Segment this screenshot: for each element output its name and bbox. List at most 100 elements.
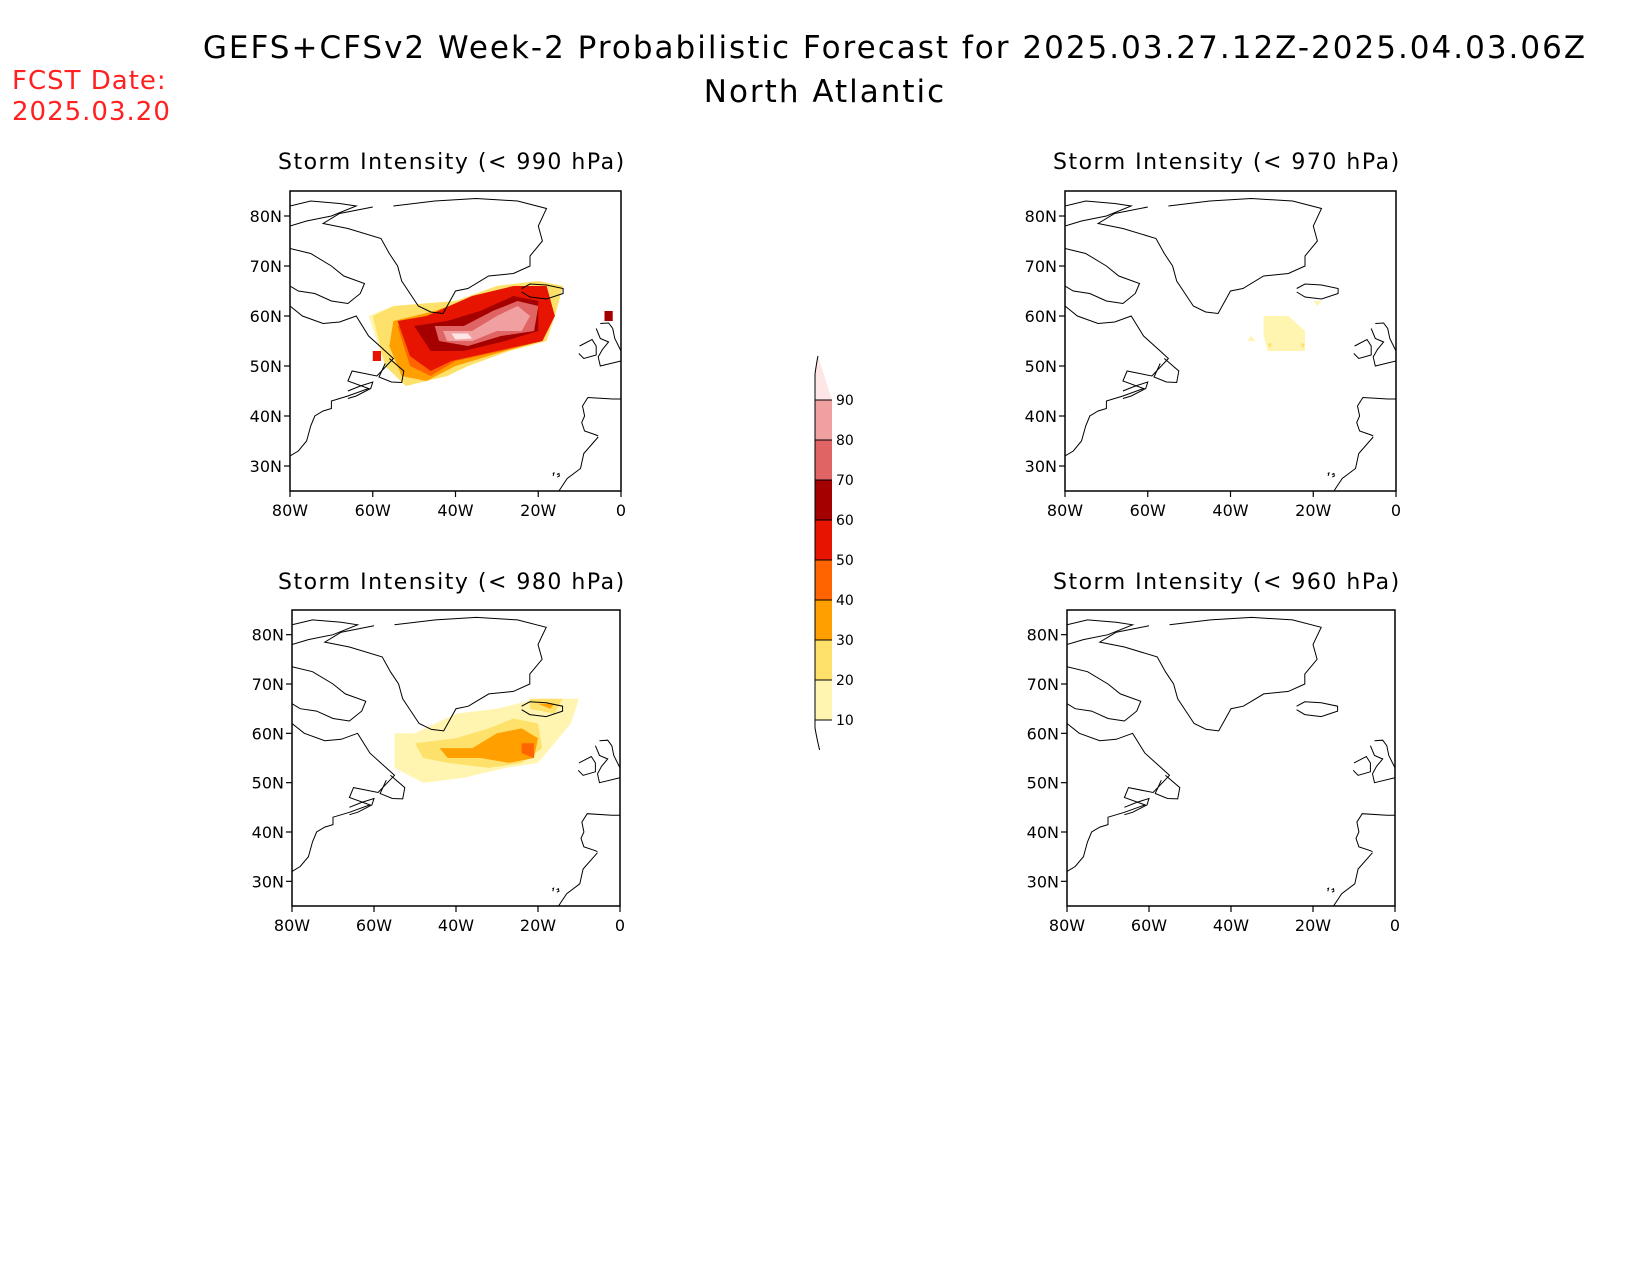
lat-label: 60N	[250, 307, 282, 326]
colorbar-segment	[815, 640, 832, 680]
colorbar-segment	[815, 600, 832, 640]
lat-label: 40N	[1027, 823, 1059, 842]
lon-label: 0	[616, 501, 626, 520]
coastline	[1356, 396, 1396, 437]
lat-label: 50N	[252, 774, 284, 793]
coastline	[1394, 727, 1395, 744]
coastline	[1353, 338, 1372, 360]
coastline	[1331, 472, 1335, 478]
coastline	[292, 723, 396, 872]
prob-area-30	[439, 728, 538, 763]
lat-label: 70N	[252, 675, 284, 694]
lon-label: 40W	[437, 501, 473, 520]
lon-label: 80W	[1047, 501, 1083, 520]
coastline	[347, 381, 374, 399]
prob-area-20	[1300, 343, 1305, 349]
coastline	[290, 305, 395, 457]
coastline	[349, 797, 375, 816]
lat-label: 60N	[1025, 307, 1057, 326]
coastline	[1395, 310, 1396, 327]
forecast-date-label: FCST Date:	[12, 66, 167, 96]
coastline	[1333, 436, 1374, 491]
lon-label: 40W	[1212, 501, 1248, 520]
lat-label: 60N	[1027, 724, 1059, 743]
lat-label: 30N	[1025, 457, 1057, 476]
map-panel-990: 30N 40N 50N 60N 70N 80N 80W 60W 40W 20W 0	[250, 190, 626, 520]
lat-label: 50N	[250, 357, 282, 376]
colorbar-label: 10	[836, 713, 854, 729]
coastline	[595, 322, 621, 367]
lat-label: 40N	[252, 823, 284, 842]
lat-label: 40N	[1025, 407, 1057, 426]
colorbar-label: 80	[836, 433, 854, 449]
coastline	[1067, 666, 1142, 722]
coastline	[1096, 197, 1323, 315]
colorbar-label: 90	[836, 393, 854, 409]
colorbar-upper-tail	[814, 355, 819, 375]
prob-area-40	[521, 743, 534, 758]
colorbar-segment	[815, 560, 832, 600]
probability-colorbar: 10 20 30 40 50 60 70 80 90	[814, 355, 854, 750]
lat-label: 30N	[1027, 872, 1059, 891]
coastline	[1124, 797, 1150, 816]
lon-label: 80W	[1049, 916, 1085, 935]
colorbar-label: 40	[836, 593, 854, 609]
coastline	[1122, 381, 1149, 399]
coastline	[1067, 619, 1135, 645]
colorbar-segment	[815, 440, 832, 480]
coastline	[558, 852, 598, 906]
coastline	[556, 887, 560, 893]
lat-label: 70N	[1027, 675, 1059, 694]
coastline	[558, 436, 599, 491]
colorbar-label: 30	[836, 633, 854, 649]
coastline	[379, 774, 406, 800]
coastline	[1154, 774, 1181, 800]
lat-label: 80N	[252, 626, 284, 645]
lat-label: 80N	[1025, 207, 1057, 226]
lat-label: 70N	[1025, 257, 1057, 276]
prob-area-30	[538, 703, 555, 709]
lon-label: 60W	[1130, 501, 1166, 520]
coastline	[1098, 616, 1322, 732]
lat-label: 80N	[250, 207, 282, 226]
lon-label: 20W	[520, 916, 556, 935]
colorbar-label: 70	[836, 473, 854, 489]
coastline	[620, 310, 621, 327]
prob-area-50	[372, 351, 381, 361]
lon-label: 80W	[272, 501, 308, 520]
lat-label: 60N	[252, 724, 284, 743]
colorbar-lower-tail	[814, 720, 821, 750]
forecast-date-value: 2025.03.20	[12, 97, 171, 127]
map-frame	[1066, 609, 1396, 907]
lat-label: 80N	[1027, 626, 1059, 645]
forecast-date-block: FCST Date: 2025.03.20	[12, 66, 171, 128]
coastline	[1065, 305, 1170, 457]
colorbar-segment	[815, 520, 832, 560]
coastline	[581, 396, 621, 437]
prob-area-20	[1267, 343, 1272, 349]
colorbar-label: 20	[836, 673, 854, 689]
lon-label: 60W	[1131, 916, 1167, 935]
coastline	[1153, 358, 1180, 384]
lon-label: 0	[615, 916, 625, 935]
lon-label: 20W	[1295, 916, 1331, 935]
coastline	[323, 616, 547, 732]
coastline	[619, 727, 620, 744]
coastline	[552, 887, 555, 892]
colorbar-segment	[815, 480, 832, 520]
coastline	[1370, 322, 1396, 367]
coastline	[292, 619, 360, 645]
prob-area-10	[1247, 336, 1256, 341]
coastline	[378, 358, 405, 384]
lon-label: 60W	[356, 916, 392, 935]
colorbar-segment	[815, 356, 832, 400]
map-panel-980: 30N 40N 50N 60N 70N 80N 80W 60W 40W 20W 0	[252, 609, 625, 935]
colorbar-label: 50	[836, 553, 854, 569]
lat-label: 40N	[250, 407, 282, 426]
lat-label: 50N	[1025, 357, 1057, 376]
panel-title-960: Storm Intensity (< 960 hPa)	[1053, 570, 1401, 595]
prob-area-60	[604, 311, 613, 321]
coastline	[594, 739, 620, 784]
coastline	[1327, 472, 1330, 477]
